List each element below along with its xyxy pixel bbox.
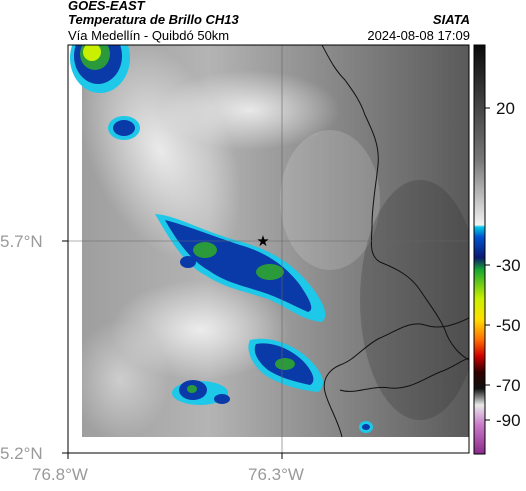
department-border-south xyxy=(323,317,469,438)
brightness-temperature-field: ★ xyxy=(68,45,469,453)
department-border-east xyxy=(339,357,469,392)
cloud-cell-southwest xyxy=(172,380,230,405)
department-border xyxy=(321,45,469,361)
colorbar-label: -90 xyxy=(496,411,521,430)
colorbar-label: -30 xyxy=(496,256,521,275)
y-tick-label: 5.2°N xyxy=(0,444,43,463)
cloud-cell-southeast xyxy=(359,421,373,433)
location-star-icon: ★ xyxy=(256,232,269,250)
colorbar-label: 20 xyxy=(496,99,515,118)
x-tick-label: 76.8°W xyxy=(32,465,88,484)
x-tick-label: 76.3°W xyxy=(248,465,304,484)
map-frame xyxy=(67,44,470,454)
satellite-title: GOES-EAST xyxy=(68,0,145,13)
cloud-cell-south xyxy=(248,338,324,392)
agency-label: SIATA xyxy=(432,12,470,27)
cloud-cell-small-north xyxy=(108,116,140,140)
cloud-cell-northwest xyxy=(70,45,130,93)
colorbar xyxy=(473,44,490,455)
colorbar-label: -70 xyxy=(496,376,521,395)
region-subtitle: Vía Medellín - Quibdó 50km xyxy=(68,28,230,43)
product-title: Temperatura de Brillo CH13 xyxy=(68,12,239,27)
y-tick-label: 5.7°N xyxy=(0,232,43,251)
datetime-label: 2024-08-08 17:09 xyxy=(367,28,470,43)
colorbar-label: -50 xyxy=(496,316,521,335)
